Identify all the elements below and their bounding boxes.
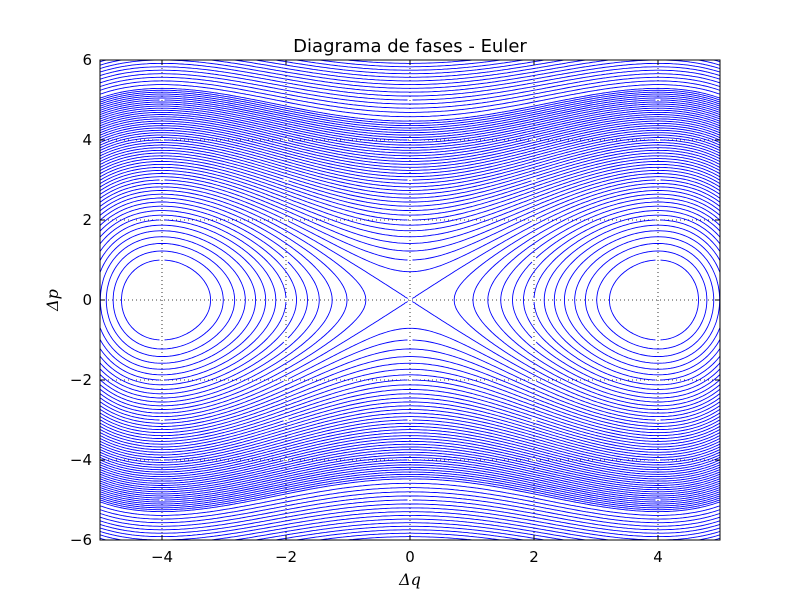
contour-line (100, 230, 720, 370)
contour-line (100, 107, 720, 493)
contour-line (100, 93, 720, 507)
x-tick-label: 4 (653, 548, 663, 566)
contour-curves (100, 60, 720, 540)
y-tick-label: 0 (82, 291, 92, 309)
contour-line (100, 76, 720, 524)
y-axis-label: Δp (43, 289, 62, 312)
x-tick-label: −2 (275, 548, 297, 566)
contour-line (100, 214, 720, 386)
contour-line (100, 190, 720, 410)
axis-ticks: −4 −2 0 2 4 −6 −4 −2 0 2 4 6 (70, 51, 720, 566)
contour-line (100, 120, 720, 480)
y-tick-label: −2 (70, 371, 92, 389)
contour-line (100, 60, 720, 540)
contour-line (100, 87, 720, 513)
contour-line (112, 250, 708, 350)
x-tick-label: 0 (405, 548, 415, 566)
contour-line (100, 169, 720, 431)
contour-line (100, 89, 720, 511)
contour-line (100, 62, 720, 538)
y-tick-label: 4 (82, 131, 92, 149)
contour-line (100, 60, 720, 540)
contour-line (100, 147, 720, 453)
contour-line (100, 173, 720, 427)
contour-line (100, 176, 720, 424)
contour-line (100, 219, 720, 381)
contour-line (100, 91, 720, 509)
contour-line (100, 114, 720, 486)
contour-line (100, 142, 720, 458)
contour-line (100, 118, 720, 482)
contour-line (100, 60, 720, 540)
contour-line (100, 139, 720, 461)
contour-line (100, 84, 720, 516)
contour-line (100, 160, 720, 440)
contour-line (100, 197, 720, 403)
contour-line (100, 111, 720, 489)
contour-line (121, 259, 699, 341)
contour-line (100, 205, 720, 395)
contour-line (100, 122, 720, 478)
contour-line (100, 129, 720, 471)
x-tick-label: 2 (529, 548, 539, 566)
contour-line (100, 179, 720, 421)
contour-line (100, 186, 720, 414)
contour-line (100, 152, 720, 448)
contour-line (100, 66, 720, 534)
contour-line (100, 69, 720, 531)
contour-line (100, 80, 720, 520)
contour-line (100, 166, 720, 434)
y-tick-label: 2 (82, 211, 92, 229)
contour-line (100, 224, 720, 376)
contour-line (100, 163, 720, 437)
contour-line (100, 193, 720, 407)
contour-line (100, 125, 720, 475)
contour-line (100, 97, 720, 503)
contour-line (100, 210, 720, 390)
x-tick-label: −4 (151, 548, 173, 566)
contour-line (100, 134, 720, 466)
y-tick-label: 6 (82, 51, 92, 69)
contour-line (100, 149, 720, 451)
contour-line (100, 101, 720, 499)
contour-line (275, 60, 545, 540)
x-axis-label: Δq (398, 570, 421, 589)
contour-line (100, 127, 720, 473)
contour-line (100, 158, 720, 442)
contour-line (100, 103, 720, 497)
contour-line (100, 73, 720, 527)
contour-line (100, 236, 720, 364)
chart-title: Diagrama de fases - Euler (293, 36, 527, 57)
contour-line (100, 99, 720, 501)
y-tick-label: −6 (70, 531, 92, 549)
contour-line (100, 132, 720, 468)
contour-line (105, 242, 715, 358)
contour-line (100, 201, 720, 399)
contour-line (100, 95, 720, 505)
contour-line (100, 105, 720, 495)
y-tick-label: −4 (70, 451, 92, 469)
contour-line (100, 137, 720, 463)
contour-line (100, 144, 720, 456)
contour-line (100, 155, 720, 445)
contour-line (100, 109, 720, 491)
contour-line (100, 182, 720, 418)
contour-line (100, 116, 720, 484)
